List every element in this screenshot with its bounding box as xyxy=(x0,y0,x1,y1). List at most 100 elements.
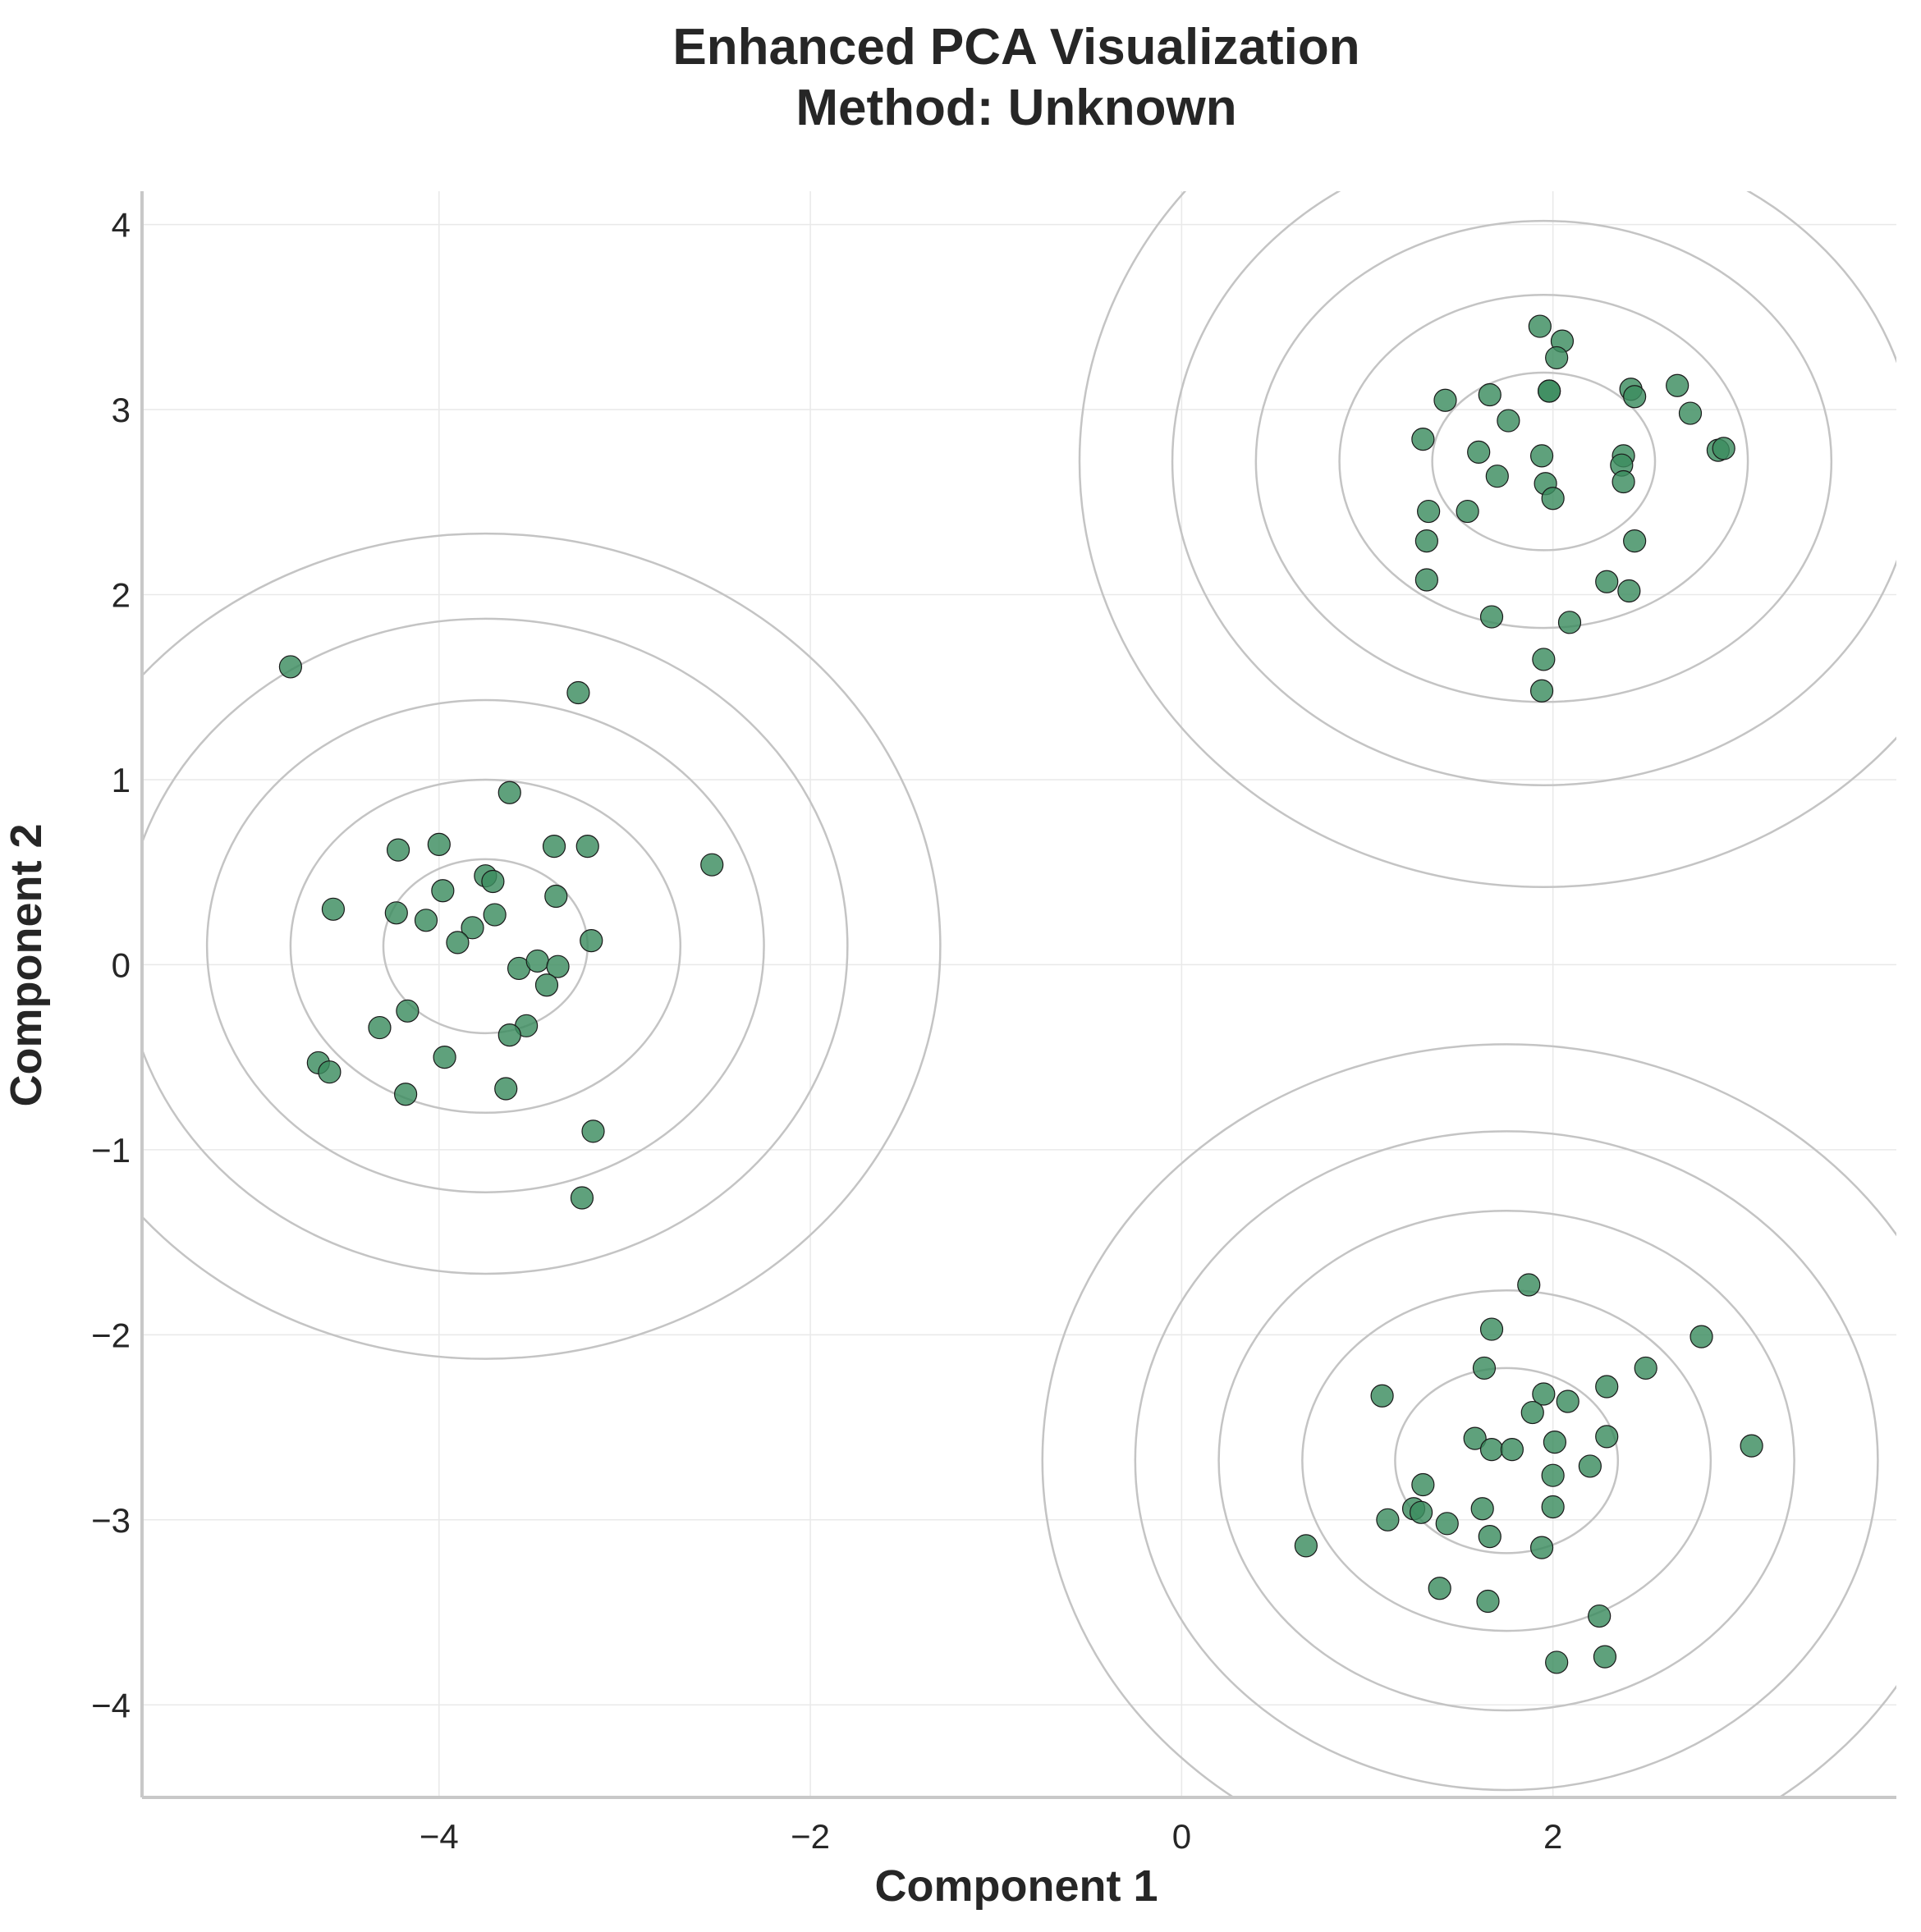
data-point xyxy=(1411,428,1435,451)
data-point xyxy=(570,1186,594,1210)
x-tick-label: 2 xyxy=(1543,1817,1562,1856)
data-point xyxy=(1623,529,1647,553)
data-point xyxy=(321,897,346,921)
data-point xyxy=(1623,385,1647,409)
data-point xyxy=(368,1015,392,1040)
data-point xyxy=(1409,1500,1433,1524)
data-point xyxy=(1595,1375,1619,1399)
data-point xyxy=(461,916,484,940)
data-point xyxy=(1478,1525,1501,1549)
contour-line xyxy=(142,617,849,1275)
data-point xyxy=(1529,1536,1554,1559)
data-point xyxy=(427,832,451,856)
y-tick-label: 0 xyxy=(112,945,131,984)
data-point xyxy=(1433,388,1457,412)
x-tick-label: −2 xyxy=(791,1817,830,1856)
data-point xyxy=(1414,529,1438,553)
data-point xyxy=(1541,487,1565,510)
data-point xyxy=(1411,1472,1435,1497)
data-point xyxy=(542,835,566,858)
data-point xyxy=(1595,1425,1619,1449)
data-point xyxy=(700,853,724,877)
data-point xyxy=(1556,1389,1579,1413)
y-tick-label: −4 xyxy=(91,1686,131,1724)
data-points xyxy=(278,314,1763,1674)
data-point xyxy=(1712,437,1735,460)
contour-line xyxy=(1431,371,1657,552)
y-tick-label: 2 xyxy=(112,576,131,615)
data-point xyxy=(1678,401,1703,425)
data-point xyxy=(1740,1434,1763,1458)
data-point xyxy=(1545,346,1569,370)
data-point xyxy=(494,1077,518,1101)
data-point xyxy=(1467,440,1491,464)
data-point xyxy=(497,1023,521,1047)
y-tick-label: −2 xyxy=(91,1316,131,1354)
data-point xyxy=(544,884,568,909)
y-tick-label: 3 xyxy=(112,391,131,429)
data-point xyxy=(566,680,590,705)
contour-line xyxy=(1394,1367,1620,1554)
data-point xyxy=(1634,1356,1657,1380)
data-point xyxy=(1500,1438,1524,1462)
data-point xyxy=(1520,1400,1544,1425)
data-point xyxy=(525,949,549,973)
data-point xyxy=(1497,409,1520,433)
data-point xyxy=(394,1083,418,1106)
chart-subtitle: Method: Unknown xyxy=(795,80,1236,136)
data-point xyxy=(1545,1650,1569,1674)
data-point xyxy=(1617,579,1641,603)
data-point xyxy=(1529,444,1554,468)
grid xyxy=(142,191,1896,1797)
data-point xyxy=(1472,1356,1497,1380)
data-point xyxy=(483,903,507,927)
data-point xyxy=(1529,679,1554,703)
data-point xyxy=(1376,1508,1400,1531)
data-point xyxy=(1541,1495,1565,1519)
data-point xyxy=(534,973,559,997)
data-point xyxy=(433,1046,456,1069)
data-point xyxy=(414,909,438,932)
data-point xyxy=(581,1119,605,1143)
data-point xyxy=(1689,1325,1713,1348)
data-point xyxy=(1479,1317,1504,1341)
data-point xyxy=(1517,1273,1541,1297)
data-point xyxy=(1294,1534,1318,1558)
data-point xyxy=(386,838,410,862)
data-point xyxy=(1595,570,1619,593)
density-contours xyxy=(142,191,1896,1797)
contour-line xyxy=(1338,294,1749,630)
data-point xyxy=(1557,611,1582,634)
data-point xyxy=(575,835,599,858)
x-tick-label: 0 xyxy=(1172,1817,1191,1856)
data-point xyxy=(1478,382,1501,407)
data-point xyxy=(481,869,505,894)
data-point xyxy=(1528,314,1552,338)
data-point xyxy=(1417,499,1441,524)
contour-line xyxy=(205,698,765,1193)
data-point xyxy=(1456,499,1479,524)
x-tick-label: −4 xyxy=(420,1817,459,1856)
data-point xyxy=(1476,1589,1500,1614)
y-axis-label: Component 2 xyxy=(2,824,51,1107)
contour-line xyxy=(1078,191,1896,888)
contour-line xyxy=(289,778,682,1115)
data-point xyxy=(1666,373,1689,397)
data-point xyxy=(1479,605,1504,629)
data-point xyxy=(1470,1497,1494,1521)
y-tick-label: 4 xyxy=(112,206,131,245)
data-point xyxy=(1485,465,1509,488)
data-point xyxy=(1588,1604,1612,1628)
contour-line xyxy=(1301,1289,1712,1632)
contour-line xyxy=(1171,191,1896,786)
data-point xyxy=(1543,1431,1567,1454)
data-point xyxy=(1428,1577,1451,1600)
data-point xyxy=(497,781,521,804)
data-point xyxy=(431,879,455,903)
data-point xyxy=(1414,568,1438,592)
contour-line xyxy=(1041,1043,1896,1797)
axes-spines xyxy=(140,191,1896,1799)
tick-labels: −4 −2 0 2 −4 −3 −2 −1 0 1 2 3 4 xyxy=(91,206,1562,1856)
